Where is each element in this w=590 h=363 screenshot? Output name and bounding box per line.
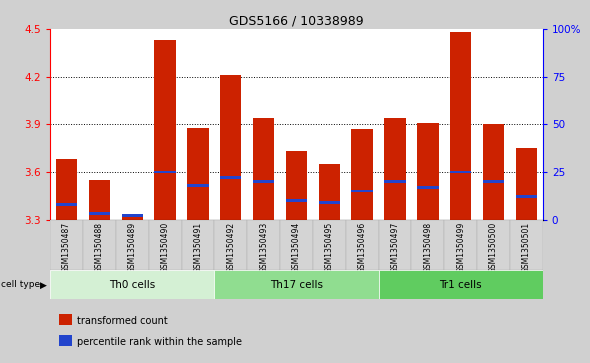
Bar [122, 215, 143, 217]
Bar [319, 164, 340, 220]
Bar [155, 40, 176, 220]
Bar [483, 124, 504, 220]
Bar [247, 220, 280, 270]
Text: GSM1350487: GSM1350487 [62, 222, 71, 273]
Bar [286, 199, 307, 202]
Bar [280, 220, 313, 270]
Text: GSM1350492: GSM1350492 [227, 222, 235, 273]
Text: GSM1350490: GSM1350490 [160, 222, 169, 273]
Bar [477, 220, 510, 270]
Bar [187, 127, 209, 220]
Bar [352, 129, 373, 220]
Bar [56, 159, 77, 220]
Bar [384, 180, 406, 183]
Bar [149, 220, 182, 270]
Bar [253, 180, 274, 183]
Bar [116, 220, 149, 270]
Bar [417, 123, 438, 220]
Bar [50, 270, 214, 299]
Text: GSM1350493: GSM1350493 [259, 222, 268, 273]
Bar [411, 220, 444, 270]
Text: GSM1350489: GSM1350489 [128, 222, 137, 273]
Text: GSM1350498: GSM1350498 [424, 222, 432, 273]
Bar [510, 220, 543, 270]
Text: GSM1350491: GSM1350491 [194, 222, 202, 273]
Bar [50, 220, 83, 270]
Bar [56, 203, 77, 206]
Bar [88, 212, 110, 215]
Bar [444, 220, 477, 270]
Text: Tr1 cells: Tr1 cells [440, 280, 482, 290]
Text: Th17 cells: Th17 cells [270, 280, 323, 290]
Bar [450, 32, 471, 220]
Bar [220, 176, 241, 179]
Bar [122, 215, 143, 220]
Bar [286, 151, 307, 220]
Bar [450, 171, 471, 174]
Text: ▶: ▶ [40, 281, 47, 289]
Text: percentile rank within the sample: percentile rank within the sample [77, 337, 242, 347]
Bar [352, 189, 373, 192]
Bar [220, 75, 241, 220]
Text: GSM1350497: GSM1350497 [391, 222, 399, 273]
Bar [417, 186, 438, 189]
Bar [379, 220, 411, 270]
Text: GSM1350501: GSM1350501 [522, 222, 531, 273]
Text: GSM1350499: GSM1350499 [456, 222, 465, 273]
Text: GSM1350495: GSM1350495 [325, 222, 334, 273]
Text: cell type: cell type [1, 281, 40, 289]
Text: GSM1350494: GSM1350494 [292, 222, 301, 273]
Bar [483, 180, 504, 183]
Title: GDS5166 / 10338989: GDS5166 / 10338989 [229, 15, 364, 28]
Bar [187, 184, 209, 187]
Bar [516, 195, 537, 198]
Text: GSM1350488: GSM1350488 [95, 222, 104, 273]
Bar [313, 220, 346, 270]
Bar [214, 220, 247, 270]
Text: GSM1350500: GSM1350500 [489, 222, 498, 273]
Text: transformed count: transformed count [77, 316, 168, 326]
Bar [214, 270, 379, 299]
Bar [253, 118, 274, 220]
Bar [319, 201, 340, 204]
Bar [384, 118, 406, 220]
Text: GSM1350496: GSM1350496 [358, 222, 366, 273]
Bar [346, 220, 379, 270]
Bar [155, 171, 176, 174]
Bar [379, 270, 543, 299]
Bar [88, 180, 110, 220]
Text: Th0 cells: Th0 cells [109, 280, 155, 290]
Bar [83, 220, 116, 270]
Bar [182, 220, 214, 270]
Bar [516, 148, 537, 220]
